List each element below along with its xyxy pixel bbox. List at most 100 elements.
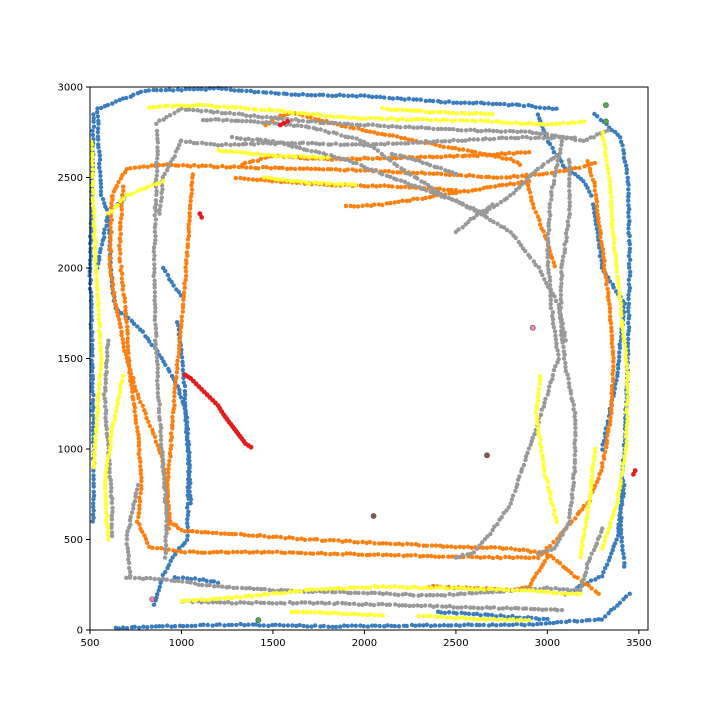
data-point bbox=[578, 588, 583, 593]
data-point bbox=[277, 622, 282, 628]
data-point bbox=[484, 215, 489, 220]
data-point bbox=[98, 348, 103, 353]
data-point bbox=[585, 159, 590, 164]
data-point bbox=[157, 624, 162, 629]
data-point bbox=[619, 497, 624, 503]
data-point bbox=[553, 333, 558, 338]
data-point bbox=[510, 555, 516, 561]
data-point bbox=[364, 203, 370, 208]
data-point bbox=[278, 600, 283, 606]
data-point bbox=[119, 333, 124, 338]
data-point bbox=[624, 407, 630, 412]
data-point bbox=[610, 376, 616, 381]
data-point bbox=[472, 149, 478, 155]
data-point bbox=[625, 365, 630, 371]
data-point bbox=[552, 507, 557, 513]
data-point bbox=[92, 214, 97, 220]
data-point bbox=[295, 123, 300, 128]
data-point bbox=[319, 600, 324, 605]
data-point bbox=[431, 155, 436, 160]
data-point bbox=[599, 239, 604, 245]
data-point bbox=[600, 460, 605, 466]
data-point bbox=[504, 196, 509, 201]
data-point bbox=[180, 305, 186, 310]
data-point bbox=[103, 471, 108, 476]
data-point bbox=[626, 253, 632, 259]
data-point bbox=[216, 117, 221, 122]
data-point bbox=[299, 600, 304, 605]
data-point bbox=[385, 623, 390, 628]
data-point bbox=[187, 485, 192, 490]
data-point bbox=[612, 237, 617, 242]
data-point bbox=[90, 162, 95, 167]
data-point bbox=[405, 117, 410, 123]
data-point bbox=[517, 474, 522, 479]
data-point bbox=[508, 230, 513, 235]
data-point bbox=[507, 181, 513, 186]
data-point bbox=[117, 97, 122, 103]
data-point bbox=[567, 207, 572, 212]
data-point bbox=[545, 479, 551, 485]
data-point bbox=[451, 592, 456, 598]
data-point bbox=[172, 575, 177, 580]
data-point bbox=[474, 546, 479, 551]
data-point bbox=[243, 594, 248, 599]
data-point bbox=[571, 480, 577, 485]
data-point bbox=[418, 140, 424, 145]
data-point bbox=[540, 562, 546, 567]
data-point bbox=[400, 585, 406, 590]
data-point bbox=[220, 584, 225, 589]
data-point bbox=[217, 622, 222, 627]
data-point bbox=[183, 403, 188, 409]
data-point bbox=[340, 182, 345, 187]
data-point bbox=[384, 541, 389, 546]
data-point bbox=[610, 344, 615, 350]
data-point bbox=[541, 616, 546, 621]
data-point bbox=[521, 462, 527, 468]
data-point bbox=[248, 444, 254, 450]
data-point bbox=[254, 177, 260, 183]
data-point bbox=[91, 501, 96, 506]
data-point bbox=[433, 554, 438, 559]
data-point bbox=[174, 287, 179, 292]
data-point bbox=[144, 540, 150, 545]
data-point bbox=[352, 585, 357, 590]
data-point bbox=[438, 610, 444, 615]
data-point bbox=[159, 546, 164, 551]
data-point bbox=[187, 86, 192, 92]
data-point bbox=[510, 493, 516, 498]
data-point bbox=[91, 211, 97, 216]
data-point bbox=[547, 274, 552, 280]
data-point bbox=[488, 605, 493, 611]
data-point bbox=[103, 494, 108, 500]
data-point bbox=[611, 355, 616, 361]
data-point bbox=[298, 153, 304, 159]
data-point bbox=[327, 537, 333, 543]
data-point bbox=[232, 88, 237, 93]
data-point bbox=[242, 623, 247, 628]
data-point bbox=[498, 101, 503, 107]
data-point bbox=[530, 622, 536, 627]
data-point bbox=[540, 607, 545, 612]
data-point bbox=[95, 106, 100, 111]
data-point bbox=[178, 330, 183, 335]
data-point bbox=[545, 255, 550, 260]
data-point bbox=[623, 434, 628, 439]
data-point bbox=[571, 472, 576, 477]
data-point bbox=[212, 142, 217, 147]
data-point bbox=[396, 117, 401, 122]
data-point bbox=[546, 388, 551, 394]
data-point bbox=[152, 434, 158, 439]
data-point bbox=[372, 541, 377, 546]
data-point bbox=[106, 338, 111, 343]
data-point bbox=[374, 94, 379, 100]
data-point bbox=[466, 622, 471, 627]
data-point bbox=[155, 378, 160, 383]
data-point bbox=[176, 163, 181, 168]
data-point bbox=[366, 122, 371, 127]
data-point bbox=[434, 585, 439, 590]
data-point bbox=[115, 401, 120, 407]
data-point bbox=[455, 605, 460, 610]
data-point bbox=[352, 115, 357, 120]
